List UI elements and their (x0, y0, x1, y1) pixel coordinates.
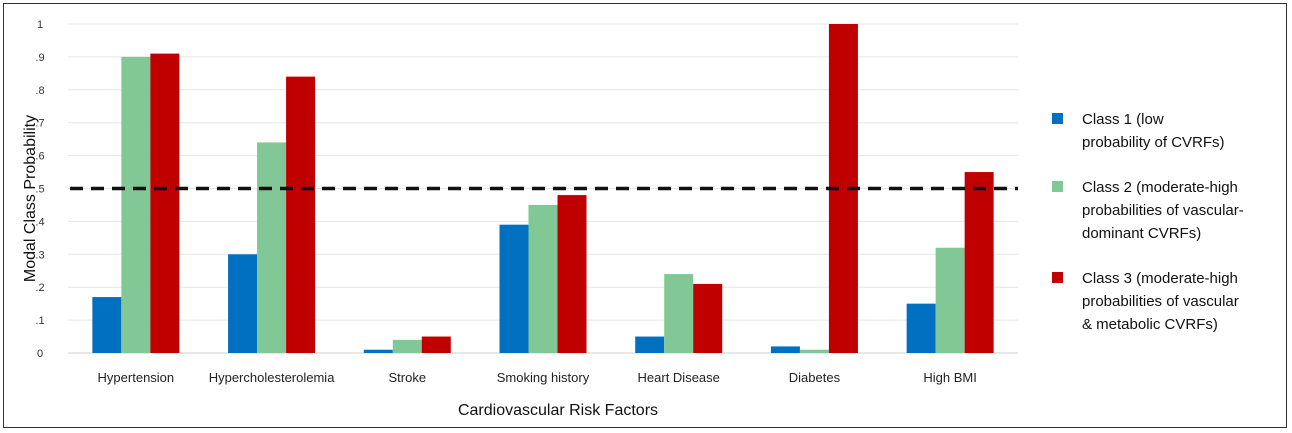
bar-series-3 (421, 336, 451, 353)
bar-series-2 (528, 204, 558, 353)
y-tick-label: .4 (35, 216, 44, 228)
bar-series-2 (935, 247, 965, 353)
bar-series-2 (664, 274, 694, 353)
bar-series-2 (799, 349, 829, 353)
y-axis-ticks: 0 .1 .2 .3 .4 .5 .6 .7 .8 .9 1 (35, 19, 44, 360)
bar-series-3 (286, 76, 316, 353)
bars (92, 24, 994, 354)
bar-series-3 (693, 283, 723, 353)
legend-label-class-3: Class 3 (moderate-high probabilities of … (1082, 270, 1239, 333)
bar-series-1 (770, 346, 800, 353)
x-category-label: Hypertension (98, 370, 175, 385)
bar-series-1 (906, 303, 936, 353)
legend-swatch-class-2 (1052, 181, 1063, 192)
bar-series-2 (257, 142, 287, 353)
bar-series-1 (363, 349, 393, 353)
legend-swatch-class-3 (1052, 272, 1063, 283)
y-tick-label: 0 (37, 348, 43, 360)
x-axis-categories: Hypertension Hypercholesterolemia Stroke Sm… (98, 370, 977, 385)
y-tick-label: .7 (35, 118, 44, 130)
bar-series-1 (499, 224, 529, 353)
bar-series-3 (964, 172, 994, 353)
x-category-label: Stroke (388, 370, 426, 385)
y-tick-label: .6 (35, 151, 44, 163)
y-tick-label: .8 (35, 85, 44, 97)
bar-series-2 (121, 56, 151, 354)
bar-series-2 (392, 339, 422, 353)
bar-series-1 (635, 336, 665, 353)
bar-series-1 (92, 297, 122, 353)
y-tick-label: .9 (35, 52, 44, 64)
y-axis-title: Modal Class Probability (22, 115, 39, 282)
legend-label-class-2: Class 2 (moderate-high probabilities of … (1082, 179, 1244, 242)
legend-item-class-1: Class 1 (low probability of CVRFs) (1052, 108, 1282, 154)
bar-series-3 (150, 53, 180, 354)
y-tick-label: 1 (37, 19, 43, 31)
chart-frame (3, 3, 1287, 428)
x-axis-title: Cardiovascular Risk Factors (458, 402, 658, 419)
x-category-label: High BMI (923, 370, 976, 385)
legend-swatch-class-1 (1052, 113, 1063, 124)
x-category-label: Diabetes (789, 370, 841, 385)
y-tick-label: .3 (35, 249, 44, 261)
legend-item-class-3: Class 3 (moderate-high probabilities of … (1052, 267, 1282, 336)
x-category-label: Smoking history (497, 370, 590, 385)
legend-item-class-2: Class 2 (moderate-high probabilities of … (1052, 176, 1282, 245)
x-category-label: Hypercholesterolemia (209, 370, 335, 385)
y-tick-label: .2 (35, 282, 44, 294)
bar-series-3 (557, 195, 587, 353)
legend: Class 1 (low probability of CVRFs) Class… (1052, 108, 1282, 358)
x-category-label: Heart Disease (638, 370, 720, 385)
legend-label-class-1: Class 1 (low probability of CVRFs) (1082, 111, 1225, 151)
y-tick-label: .1 (35, 315, 44, 327)
bar-series-1 (228, 254, 258, 353)
y-tick-label: .5 (35, 184, 44, 196)
